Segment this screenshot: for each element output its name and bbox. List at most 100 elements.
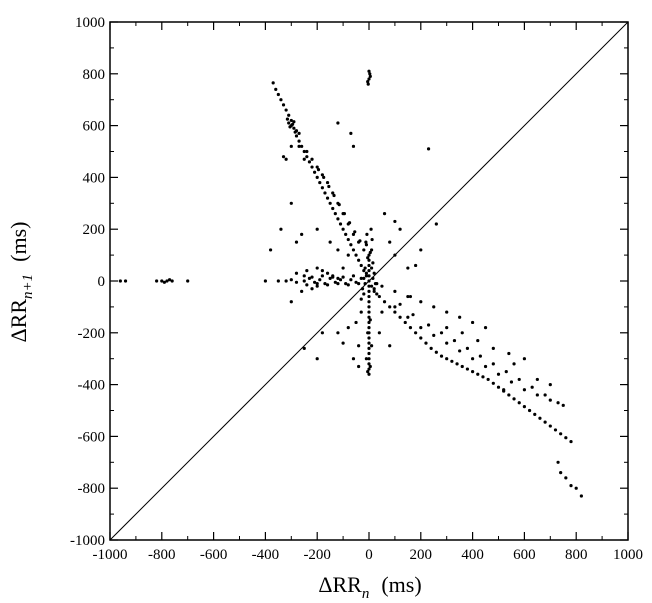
data-point bbox=[300, 144, 304, 148]
data-point bbox=[367, 336, 371, 340]
data-point bbox=[305, 269, 309, 273]
data-point bbox=[548, 398, 552, 402]
data-point bbox=[123, 279, 128, 283]
data-point bbox=[367, 294, 371, 299]
data-point bbox=[445, 326, 449, 330]
data-point bbox=[351, 274, 356, 278]
y-axis-title-main: ΔRR bbox=[6, 299, 31, 343]
data-point bbox=[406, 294, 410, 299]
data-point bbox=[284, 157, 288, 161]
data-point bbox=[341, 341, 345, 345]
data-point bbox=[364, 271, 369, 275]
x-tick-label: 800 bbox=[565, 547, 588, 563]
data-point bbox=[320, 269, 324, 273]
data-point bbox=[512, 362, 516, 366]
y-tick-label: -200 bbox=[78, 326, 106, 342]
data-point bbox=[328, 201, 332, 205]
data-point bbox=[371, 261, 375, 265]
data-point bbox=[315, 357, 319, 361]
data-point bbox=[426, 147, 431, 151]
data-point bbox=[367, 326, 371, 330]
data-point bbox=[367, 372, 371, 376]
data-point bbox=[460, 331, 464, 335]
plot-frame bbox=[109, 21, 629, 541]
data-point bbox=[414, 263, 418, 268]
data-point bbox=[419, 336, 423, 340]
data-point bbox=[367, 346, 371, 350]
data-point bbox=[369, 284, 374, 288]
data-point bbox=[408, 294, 413, 299]
data-point bbox=[393, 289, 397, 293]
data-point bbox=[305, 149, 309, 154]
data-point bbox=[491, 362, 495, 366]
data-point bbox=[346, 237, 350, 242]
data-point bbox=[561, 403, 565, 407]
data-point bbox=[359, 310, 363, 314]
x-ticks: -1000 -800 -600 -400 -200 0 200 400 600 800 1000 bbox=[93, 22, 643, 563]
x-tick-label: -600 bbox=[200, 547, 228, 563]
data-point bbox=[318, 180, 322, 185]
data-point bbox=[367, 300, 371, 304]
data-point bbox=[535, 377, 539, 382]
y-tick-label: -1000 bbox=[70, 533, 105, 549]
data-point bbox=[367, 310, 371, 314]
y-tick-label: 0 bbox=[98, 274, 106, 290]
y-tick-label: 400 bbox=[83, 170, 106, 186]
data-point bbox=[372, 289, 376, 293]
data-point bbox=[367, 362, 371, 366]
y-ticks: -1000 -800 -600 -400 -200 0 200 400 600 800 1000 bbox=[70, 15, 628, 549]
data-point bbox=[569, 439, 573, 444]
data-point bbox=[357, 281, 361, 286]
data-point bbox=[406, 266, 410, 270]
data-point bbox=[323, 281, 327, 286]
data-point bbox=[375, 281, 379, 286]
data-point bbox=[268, 248, 273, 252]
points-layer bbox=[118, 69, 583, 498]
data-point bbox=[507, 393, 511, 397]
data-point bbox=[357, 364, 361, 369]
data-point bbox=[279, 227, 283, 231]
data-point bbox=[347, 221, 352, 225]
data-point bbox=[445, 310, 449, 314]
data-point bbox=[375, 292, 379, 296]
data-point bbox=[393, 219, 397, 224]
data-point bbox=[367, 284, 371, 288]
data-point bbox=[496, 372, 501, 376]
data-point bbox=[341, 275, 345, 279]
data-point bbox=[535, 393, 539, 397]
data-point bbox=[315, 284, 319, 288]
data-point bbox=[382, 300, 387, 304]
data-point bbox=[289, 144, 293, 148]
data-point bbox=[367, 351, 371, 356]
data-point bbox=[362, 292, 366, 296]
data-point bbox=[471, 357, 475, 361]
data-point bbox=[165, 279, 169, 283]
data-point bbox=[289, 278, 293, 282]
data-point bbox=[367, 305, 371, 309]
data-point bbox=[287, 121, 291, 125]
data-point bbox=[263, 279, 267, 283]
data-point bbox=[320, 186, 324, 190]
data-point bbox=[294, 129, 299, 133]
data-point bbox=[323, 191, 327, 195]
data-point bbox=[579, 494, 583, 498]
data-point bbox=[369, 248, 374, 252]
data-point bbox=[398, 302, 402, 306]
y-tick-label: -600 bbox=[78, 429, 106, 445]
data-point bbox=[574, 486, 578, 490]
data-point bbox=[294, 271, 299, 275]
data-point bbox=[325, 196, 330, 200]
data-point bbox=[424, 341, 428, 345]
x-axis-title: ΔRRn (ms) bbox=[318, 572, 421, 602]
data-point bbox=[336, 276, 340, 281]
data-point bbox=[434, 350, 438, 354]
y-tick-label: -400 bbox=[78, 378, 106, 394]
data-point bbox=[377, 294, 381, 299]
data-point bbox=[419, 300, 423, 304]
data-point bbox=[349, 243, 353, 247]
data-point bbox=[367, 269, 371, 273]
data-point bbox=[471, 370, 475, 374]
data-point bbox=[354, 253, 358, 257]
data-point bbox=[496, 385, 501, 389]
